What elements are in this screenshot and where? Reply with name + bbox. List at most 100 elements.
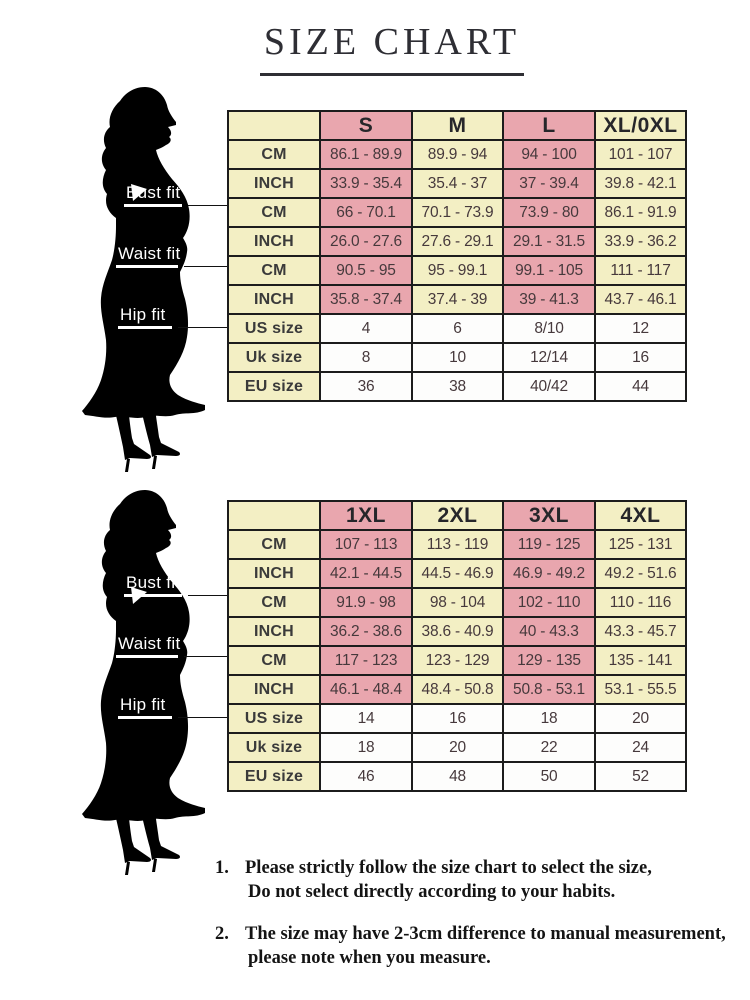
notes-list: 1. Please strictly follow the size chart… xyxy=(215,856,745,988)
hip-fit-connector-line xyxy=(178,716,229,719)
size-value-cell: 89.9 - 94 xyxy=(411,139,504,170)
size-value-cell: 38.6 - 40.9 xyxy=(411,616,504,647)
size-value-cell: 123 - 129 xyxy=(411,645,504,676)
row-label-cell: CM xyxy=(227,139,321,170)
table-row: EU size 46 48 50 52 xyxy=(227,761,687,792)
title-block: SIZE CHART xyxy=(0,21,750,76)
size-value-cell: 53.1 - 55.5 xyxy=(594,674,687,705)
hip-fit-text: Hip fit xyxy=(120,305,166,324)
bust-fit-connector-line xyxy=(188,204,229,207)
size-value-cell: 38 xyxy=(411,371,504,402)
table-row: Uk size 8 10 12/14 16 xyxy=(227,342,687,373)
size-value-cell: 6 xyxy=(411,313,504,344)
row-label-cell: US size xyxy=(227,313,321,344)
size-value-cell: 52 xyxy=(594,761,687,792)
size-value-cell: 36.2 - 38.6 xyxy=(319,616,413,647)
hip-fit-text: Hip fit xyxy=(120,695,166,714)
table-row: INCH 46.1 - 48.4 48.4 - 50.8 50.8 - 53.1 53.… xyxy=(227,674,687,705)
size-value-cell: 37.4 - 39 xyxy=(411,284,504,315)
size-value-cell: 4 xyxy=(319,313,413,344)
row-label-cell: INCH xyxy=(227,226,321,257)
bust-fit-text: Bust fit xyxy=(126,183,181,202)
size-value-cell: 26.0 - 27.6 xyxy=(319,226,413,257)
size-value-cell: 39.8 - 42.1 xyxy=(594,168,687,199)
table-row: INCH 42.1 - 44.5 44.5 - 46.9 46.9 - 49.2 49.… xyxy=(227,558,687,589)
size-value-cell: 135 - 141 xyxy=(594,645,687,676)
size-value-cell: 14 xyxy=(319,703,413,734)
size-value-cell: 39 - 41.3 xyxy=(502,284,596,315)
table-row: CM 117 - 123 123 - 129 129 - 135 135 - 141 xyxy=(227,645,687,676)
size-value-cell: 94 - 100 xyxy=(502,139,596,170)
waist-fit-text: Waist fit xyxy=(118,244,181,263)
size-value-cell: 46 xyxy=(319,761,413,792)
corner-cell xyxy=(227,500,321,531)
size-value-cell: 43.3 - 45.7 xyxy=(594,616,687,647)
size-value-cell: 33.9 - 35.4 xyxy=(319,168,413,199)
row-label-cell: CM xyxy=(227,645,321,676)
row-label-cell: INCH xyxy=(227,168,321,199)
size-value-cell: 40 - 43.3 xyxy=(502,616,596,647)
size-value-cell: 98 - 104 xyxy=(411,587,504,618)
size-value-cell: 33.9 - 36.2 xyxy=(594,226,687,257)
size-value-cell: 18 xyxy=(319,732,413,763)
row-label-cell: INCH xyxy=(227,616,321,647)
table-row: CM 86.1 - 89.9 89.9 - 94 94 - 100 101 - 107 xyxy=(227,139,687,170)
waist-fit-text: Waist fit xyxy=(118,634,181,653)
table-row: CM 91.9 - 98 98 - 104 102 - 110 110 - 116 xyxy=(227,587,687,618)
row-label-cell: Uk size xyxy=(227,732,321,763)
table-row: INCH 35.8 - 37.4 37.4 - 39 39 - 41.3 43.7 - … xyxy=(227,284,687,315)
row-label-cell: CM xyxy=(227,587,321,618)
size-table-plus: 1XL 2XL 3XL 4XL CM 107 - 113 113 - 119 119 - 12… xyxy=(227,500,687,792)
size-value-cell: 99.1 - 105 xyxy=(502,255,596,286)
table-row: US size 4 6 8/10 12 xyxy=(227,313,687,344)
note-text: The size may have 2-3cm difference to ma… xyxy=(245,922,726,970)
table-row: US size 14 16 18 20 xyxy=(227,703,687,734)
row-label-cell: INCH xyxy=(227,674,321,705)
size-header-cell: 3XL xyxy=(502,500,596,531)
row-label-cell: CM xyxy=(227,255,321,286)
size-value-cell: 16 xyxy=(594,342,687,373)
note-item-1: 1. Please strictly follow the size chart… xyxy=(215,856,745,904)
note-line: Do not select directly according to your… xyxy=(248,882,616,902)
size-header-cell: M xyxy=(411,110,504,141)
size-value-cell: 18 xyxy=(502,703,596,734)
size-value-cell: 27.6 - 29.1 xyxy=(411,226,504,257)
size-value-cell: 35.4 - 37 xyxy=(411,168,504,199)
size-table-header-row: 1XL 2XL 3XL 4XL xyxy=(227,500,687,531)
size-value-cell: 90.5 - 95 xyxy=(319,255,413,286)
size-value-cell: 42.1 - 44.5 xyxy=(319,558,413,589)
bust-fit-label-2: Bust fit xyxy=(124,573,366,603)
row-label-cell: CM xyxy=(227,529,321,560)
size-value-cell: 22 xyxy=(502,732,596,763)
size-value-cell: 48.4 - 50.8 xyxy=(411,674,504,705)
size-value-cell: 43.7 - 46.1 xyxy=(594,284,687,315)
size-value-cell: 91.9 - 98 xyxy=(319,587,413,618)
hip-fit-label-2: Hip fit xyxy=(118,695,360,725)
size-header-cell: S xyxy=(319,110,413,141)
waist-fit-label: Waist fit xyxy=(116,244,358,274)
size-value-cell: 8 xyxy=(319,342,413,373)
size-value-cell: 24 xyxy=(594,732,687,763)
size-value-cell: 8/10 xyxy=(502,313,596,344)
size-value-cell: 86.1 - 91.9 xyxy=(594,197,687,228)
size-value-cell: 119 - 125 xyxy=(502,529,596,560)
hip-fit-underline xyxy=(118,326,172,329)
size-value-cell: 48 xyxy=(411,761,504,792)
size-value-cell: 40/42 xyxy=(502,371,596,402)
bust-fit-text: Bust fit xyxy=(126,573,181,592)
size-value-cell: 20 xyxy=(411,732,504,763)
size-value-cell: 102 - 110 xyxy=(502,587,596,618)
woman-silhouette xyxy=(55,85,230,475)
size-value-cell: 117 - 123 xyxy=(319,645,413,676)
size-value-cell: 12 xyxy=(594,313,687,344)
size-value-cell: 86.1 - 89.9 xyxy=(319,139,413,170)
size-value-cell: 125 - 131 xyxy=(594,529,687,560)
note-line: Please strictly follow the size chart to… xyxy=(245,858,652,878)
note-item-2: 2. The size may have 2-3cm difference to… xyxy=(215,922,745,970)
note-text: Please strictly follow the size chart to… xyxy=(245,856,652,904)
hip-fit-connector-line xyxy=(178,326,229,329)
size-value-cell: 37 - 39.4 xyxy=(502,168,596,199)
waist-fit-label-2: Waist fit xyxy=(116,634,358,664)
table-row: CM 90.5 - 95 95 - 99.1 99.1 - 105 111 - 117 xyxy=(227,255,687,286)
